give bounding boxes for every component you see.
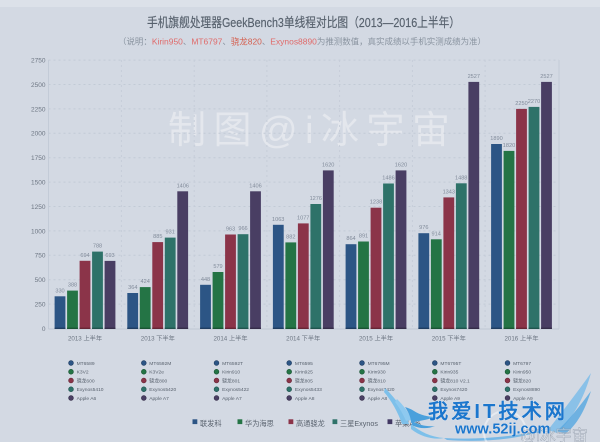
svg-text:976: 976	[419, 225, 428, 231]
svg-text:制图@i冰宇宙: 制图@i冰宇宙	[168, 110, 458, 152]
svg-text:2014 上半年: 2014 上半年	[213, 335, 247, 343]
svg-text:1238: 1238	[370, 200, 382, 206]
svg-text:MT6795M: MT6795M	[368, 361, 390, 367]
svg-text:750: 750	[35, 253, 46, 260]
svg-text:0: 0	[42, 326, 46, 333]
svg-text:693: 693	[105, 253, 114, 259]
svg-text:694: 694	[80, 253, 89, 259]
svg-text:Kirin930: Kirin930	[368, 370, 386, 376]
svg-text:2500: 2500	[31, 82, 46, 89]
svg-text:www.52ij.com: www.52ij.com	[454, 422, 550, 438]
svg-text:MT6595: MT6595	[295, 361, 313, 367]
svg-text:Apple A6: Apple A6	[77, 396, 97, 402]
svg-text:Apple A7: Apple A7	[222, 396, 242, 402]
svg-text:MT6592M: MT6592M	[149, 361, 171, 367]
svg-text:1250: 1250	[31, 204, 46, 211]
svg-text:（说明：Kirin950、MT6797、骁龙820、Exyn: （说明：Kirin950、MT6797、骁龙820、Exynos8890为推测数…	[118, 37, 486, 47]
svg-text:579: 579	[213, 264, 222, 270]
svg-text:1488: 1488	[455, 175, 467, 181]
svg-text:@i冰宇宙: @i冰宇宙	[520, 427, 588, 442]
svg-text:1000: 1000	[31, 228, 46, 235]
svg-text:448: 448	[201, 277, 210, 283]
svg-text:Apple A9: Apple A9	[513, 396, 533, 402]
svg-text:手机旗舰处理器GeekBench3单线程对比图（2013—2: 手机旗舰处理器GeekBench3单线程对比图（2013—2016上半年）	[147, 15, 460, 30]
svg-text:Apple A7: Apple A7	[149, 396, 169, 402]
svg-text:骁龙805: 骁龙805	[295, 377, 313, 384]
svg-text:1343: 1343	[443, 189, 455, 195]
svg-text:Apple A8: Apple A8	[295, 396, 315, 402]
svg-text:424: 424	[141, 279, 150, 285]
svg-text:963: 963	[226, 227, 235, 233]
svg-text:2015 下半年: 2015 下半年	[432, 335, 466, 343]
svg-text:1276: 1276	[310, 196, 322, 202]
svg-text:2015 上半年: 2015 上半年	[359, 335, 393, 343]
svg-text:Kirin925: Kirin925	[295, 370, 313, 376]
svg-text:364: 364	[128, 285, 137, 291]
svg-text:2250: 2250	[31, 106, 46, 113]
svg-text:1890: 1890	[490, 136, 502, 142]
svg-text:Kirin950: Kirin950	[513, 370, 531, 376]
svg-text:2750: 2750	[31, 58, 46, 65]
svg-text:788: 788	[93, 244, 102, 250]
svg-text:Exynos8890: Exynos8890	[513, 387, 540, 393]
svg-text:1486: 1486	[382, 176, 394, 182]
svg-text:Kirin935: Kirin935	[440, 370, 458, 376]
svg-text:2013 下半年: 2013 下半年	[141, 335, 175, 343]
svg-text:1820: 1820	[503, 143, 515, 149]
svg-text:三星Exynos: 三星Exynos	[340, 419, 378, 428]
svg-text:骁龙810: 骁龙810	[368, 377, 386, 384]
svg-text:2000: 2000	[31, 131, 46, 138]
svg-text:914: 914	[432, 231, 441, 237]
svg-text:Exynos5420: Exynos5420	[149, 387, 176, 393]
svg-text:2270: 2270	[528, 99, 540, 105]
svg-text:MT6797: MT6797	[513, 361, 531, 367]
svg-text:K3V2e: K3V2e	[149, 370, 164, 376]
svg-text:骁龙810 V2.1: 骁龙810 V2.1	[440, 377, 470, 384]
svg-text:联发科: 联发科	[200, 419, 222, 428]
svg-text:骁龙820: 骁龙820	[513, 377, 531, 384]
svg-text:966: 966	[238, 226, 247, 232]
svg-text:882: 882	[286, 234, 295, 240]
svg-text:高通骁龙: 高通骁龙	[296, 419, 325, 428]
svg-text:1406: 1406	[177, 183, 189, 189]
svg-text:骁龙600: 骁龙600	[77, 377, 95, 384]
svg-text:2527: 2527	[468, 74, 480, 80]
svg-text:2014 下半年: 2014 下半年	[286, 335, 320, 343]
svg-text:2527: 2527	[540, 74, 552, 80]
svg-text:1620: 1620	[395, 162, 407, 168]
svg-text:Apple A8: Apple A8	[368, 396, 388, 402]
svg-text:931: 931	[166, 230, 175, 236]
svg-text:1750: 1750	[31, 155, 46, 162]
svg-text:1620: 1620	[322, 162, 334, 168]
svg-text:2013 上半年: 2013 上半年	[68, 335, 102, 343]
svg-text:250: 250	[35, 302, 46, 309]
svg-text:1077: 1077	[297, 215, 309, 221]
svg-text:MT6795T: MT6795T	[440, 361, 461, 367]
svg-text:Exynos7420: Exynos7420	[440, 387, 467, 393]
svg-text:864: 864	[346, 236, 355, 242]
svg-text:891: 891	[359, 234, 368, 240]
svg-text:1406: 1406	[249, 183, 261, 189]
svg-text:Exynos5433: Exynos5433	[295, 387, 322, 393]
svg-text:1500: 1500	[31, 180, 46, 187]
svg-text:MT6589: MT6589	[77, 361, 95, 367]
svg-text:Kirin910: Kirin910	[222, 370, 240, 376]
svg-text:Exynos7420: Exynos7420	[368, 387, 395, 393]
svg-text:MT6592T: MT6592T	[222, 361, 243, 367]
svg-text:500: 500	[35, 277, 46, 284]
svg-text:我爱IT技术网: 我爱IT技术网	[428, 399, 568, 423]
svg-text:2250: 2250	[515, 101, 527, 107]
svg-text:Exynos5422: Exynos5422	[222, 387, 249, 393]
svg-text:1063: 1063	[272, 217, 284, 223]
svg-text:华为海思: 华为海思	[245, 419, 274, 428]
svg-text:330: 330	[55, 288, 64, 294]
svg-text:Exynos5410: Exynos5410	[77, 387, 104, 393]
svg-text:388: 388	[68, 283, 77, 289]
svg-text:Apple A9: Apple A9	[440, 396, 460, 402]
svg-text:K3V2: K3V2	[77, 370, 89, 376]
svg-text:885: 885	[153, 234, 162, 240]
svg-text:骁龙800: 骁龙800	[149, 377, 167, 384]
svg-text:2016 上半年: 2016 上半年	[504, 335, 538, 343]
svg-text:骁龙801: 骁龙801	[222, 377, 240, 384]
